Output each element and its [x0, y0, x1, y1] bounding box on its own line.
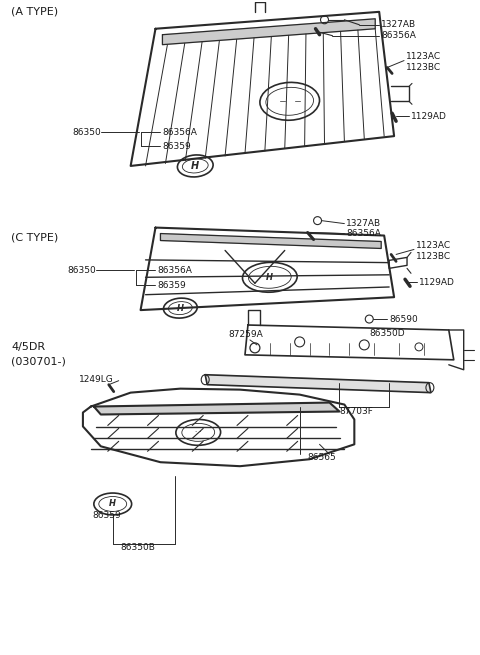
Text: 87703F: 87703F [339, 407, 373, 416]
Text: 86350D: 86350D [369, 329, 405, 339]
Polygon shape [205, 375, 431, 392]
Text: 86359: 86359 [157, 281, 186, 290]
Text: 4/5DR: 4/5DR [12, 342, 46, 352]
Text: 86356A: 86356A [157, 266, 192, 275]
Text: 1123BC: 1123BC [406, 63, 441, 72]
Text: 1123AC: 1123AC [416, 241, 451, 250]
Text: 86350: 86350 [67, 266, 96, 275]
Text: 1129AD: 1129AD [419, 278, 455, 287]
Text: 1123AC: 1123AC [406, 52, 441, 61]
Text: (A TYPE): (A TYPE) [12, 7, 59, 17]
Text: H: H [191, 161, 199, 171]
Text: 86356A: 86356A [162, 128, 197, 137]
Text: 86350B: 86350B [120, 543, 156, 552]
Text: 86565: 86565 [308, 453, 336, 462]
Text: (030701-): (030701-) [12, 357, 66, 367]
Text: 1327AB: 1327AB [381, 20, 416, 29]
Text: 87259A: 87259A [228, 331, 263, 339]
Text: 86359: 86359 [162, 141, 191, 151]
Text: · ·: · · [195, 430, 202, 436]
Text: H: H [266, 272, 273, 282]
Text: 1123BC: 1123BC [416, 252, 451, 261]
Text: 86359: 86359 [93, 512, 121, 521]
Polygon shape [162, 19, 375, 45]
Text: 1327AB: 1327AB [347, 219, 382, 228]
Text: (C TYPE): (C TYPE) [12, 233, 59, 242]
Polygon shape [160, 234, 381, 248]
Text: 1249LG: 1249LG [79, 375, 114, 384]
Text: H: H [177, 304, 184, 312]
Text: 1129AD: 1129AD [411, 112, 447, 121]
Text: H: H [109, 500, 116, 508]
Text: 86590: 86590 [389, 314, 418, 324]
Polygon shape [94, 403, 339, 415]
Text: 86350: 86350 [72, 128, 101, 137]
Text: 86356A: 86356A [347, 229, 381, 238]
Text: 86356A: 86356A [381, 31, 416, 40]
